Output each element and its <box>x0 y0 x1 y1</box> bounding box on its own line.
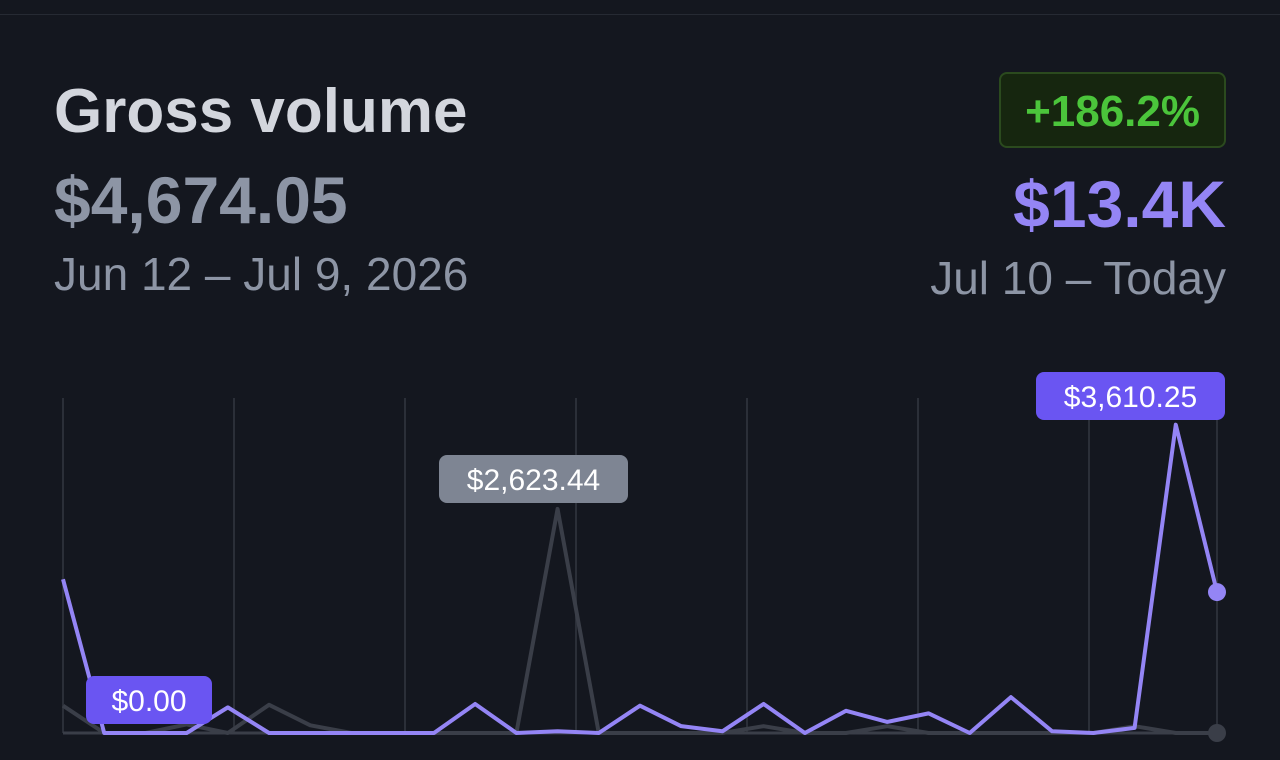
change-badge: +186.2% <box>999 72 1226 148</box>
tooltip-box <box>86 676 212 724</box>
header-right: +186.2% $13.4K Jul 10 – Today <box>930 72 1226 306</box>
tooltip-box <box>439 455 628 503</box>
previous-date-range: Jun 12 – Jul 9, 2026 <box>54 248 469 300</box>
current-end-point <box>1208 583 1226 602</box>
current-date-range: Jul 10 – Today <box>930 252 1226 304</box>
previous-end-point <box>1208 724 1226 742</box>
previous-amount: $4,674.05 <box>54 163 348 237</box>
previous-period-line <box>61 506 1217 735</box>
tooltip-label: $3,610.25 <box>1064 381 1197 414</box>
tooltip-label: $0.00 <box>111 685 186 718</box>
current-period-line <box>61 422 1219 735</box>
tooltip-box <box>1036 372 1225 420</box>
tooltip-label: $2,623.44 <box>467 464 600 497</box>
current-amount: $13.4K <box>1013 167 1226 241</box>
page-title: Gross volume <box>54 77 468 146</box>
top-divider <box>0 14 1280 15</box>
header-left: Gross volume $4,674.05 Jun 12 – Jul 9, 2… <box>54 76 468 302</box>
